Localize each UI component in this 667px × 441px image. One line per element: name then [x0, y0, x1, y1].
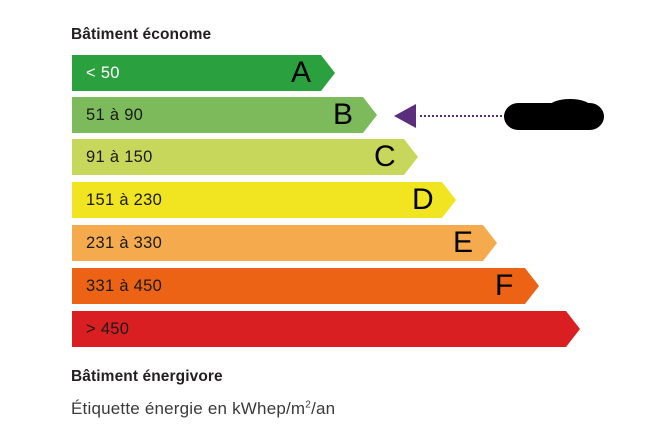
bar-letter-e: E — [453, 226, 474, 259]
bar-letter-b: B — [333, 98, 354, 131]
redaction-lump — [548, 99, 592, 117]
bar-letter-a: A — [291, 56, 312, 89]
units-caption-exponent: 2 — [305, 399, 312, 411]
bar-letter-f: F — [495, 269, 514, 302]
bar-letter-d: D — [412, 183, 434, 216]
energy-bar-b: 51 à 90 B — [72, 97, 377, 133]
redacted-value-blob — [504, 99, 604, 130]
energy-bar-c: 91 à 150 C — [72, 139, 418, 175]
bar-range-b: 51 à 90 — [86, 106, 144, 124]
units-caption: Étiquette énergie en kWhep/m2/an — [71, 399, 335, 419]
bar-shape-g — [72, 311, 580, 347]
bar-range-d: 151 à 230 — [86, 191, 163, 209]
bar-range-g: > 450 — [86, 320, 130, 338]
energy-bar-d: 151 à 230 D — [72, 182, 456, 218]
bar-shape-e — [72, 225, 497, 261]
bar-range-e: 231 à 330 — [86, 234, 163, 252]
bottom-caption: Bâtiment énergivore — [71, 368, 223, 385]
bar-shape-b — [72, 97, 377, 133]
units-caption-head: Étiquette énergie en kWhep/m — [71, 399, 306, 418]
bar-shape-a — [72, 55, 335, 91]
energy-bar-g: > 450 — [72, 311, 580, 347]
units-caption-tail: /an — [311, 399, 336, 418]
bar-shape-d — [72, 182, 456, 218]
bar-shape-c — [72, 139, 418, 175]
class-indicator-leader-line — [420, 115, 506, 117]
energy-bar-e: 231 à 330 E — [72, 225, 497, 261]
bar-shape-f — [72, 268, 539, 304]
bar-letter-c: C — [374, 140, 396, 173]
bar-range-a: < 50 — [86, 64, 120, 82]
bar-range-f: 331 à 450 — [86, 277, 163, 295]
top-caption: Bâtiment économe — [71, 26, 212, 43]
bar-range-c: 91 à 150 — [86, 148, 153, 166]
energy-bar-a: < 50 A — [72, 55, 335, 91]
class-indicator-arrow-icon — [394, 104, 416, 128]
energy-bar-f: 331 à 450 F — [72, 268, 539, 304]
